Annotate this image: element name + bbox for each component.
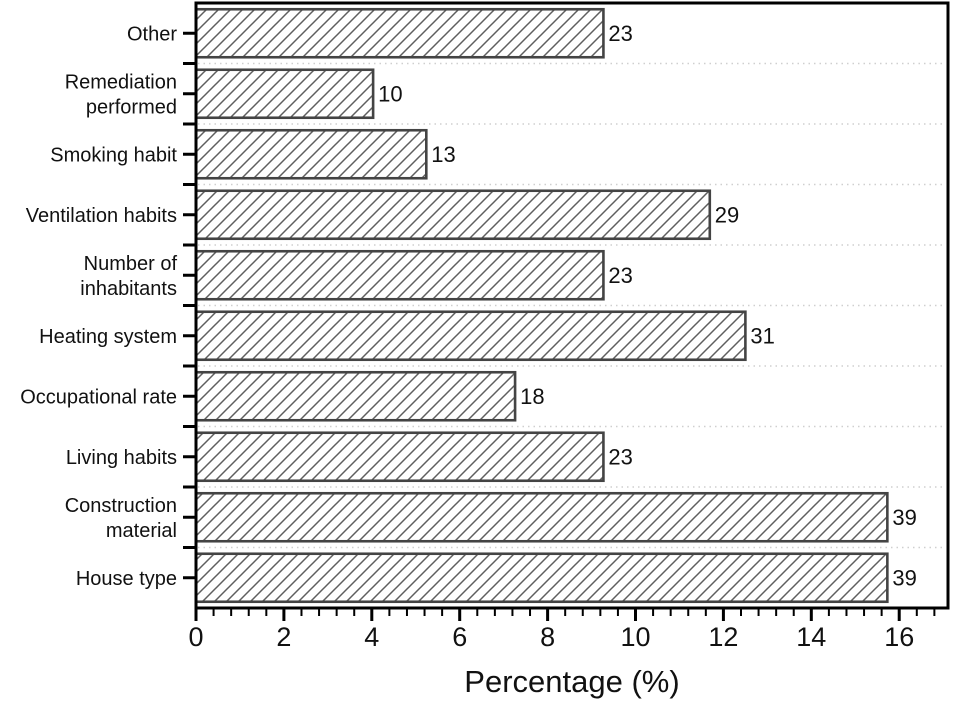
gridlines — [198, 62, 946, 549]
bar — [194, 491, 889, 543]
bars — [194, 7, 889, 604]
x-tick-label: 12 — [708, 622, 738, 652]
category-label: Other — [127, 23, 177, 45]
bar — [194, 128, 428, 180]
bar — [194, 7, 605, 59]
bar-value-label: 29 — [715, 202, 739, 227]
category-label: Living habits — [66, 447, 177, 469]
bar-value-label: 18 — [520, 384, 544, 409]
bar — [194, 68, 375, 120]
category-label: Heating system — [39, 326, 177, 348]
x-tick-label: 16 — [884, 622, 914, 652]
bar — [194, 552, 889, 604]
bar-value-label: 10 — [378, 81, 402, 106]
category-label: House type — [76, 568, 177, 590]
bar-value-label: 39 — [892, 565, 916, 590]
bar-value-label: 31 — [750, 323, 774, 348]
x-tick-label: 14 — [796, 622, 826, 652]
axis-labels: 23 Other 10 Remediation performed 13 Smoking h… — [20, 21, 917, 652]
x-tick-label: 2 — [276, 622, 291, 652]
bar-value-label: 23 — [608, 21, 632, 46]
category-label: Ventilation habits — [26, 205, 177, 227]
x-axis-title: Percentage (%) — [464, 664, 679, 699]
category-label: Smoking habit — [50, 144, 177, 166]
x-tick-label: 10 — [620, 622, 650, 652]
bar-value-label: 39 — [892, 505, 916, 530]
x-tick-label: 8 — [540, 622, 555, 652]
plot-border — [194, 1, 950, 610]
bar-value-label: 23 — [608, 444, 632, 469]
category-label: Number of inhabitants — [80, 253, 177, 300]
category-label: Remediation performed — [65, 71, 177, 118]
bar — [194, 431, 605, 483]
x-tick-label: 0 — [188, 622, 203, 652]
x-tick-label: 4 — [364, 622, 379, 652]
bar — [194, 310, 747, 362]
category-label: Occupational rate — [20, 386, 177, 408]
bar — [194, 370, 517, 422]
bar — [194, 189, 712, 241]
bar-value-label: 23 — [608, 263, 632, 288]
bar-value-label: 13 — [431, 142, 455, 167]
category-label: Construction material — [65, 495, 177, 542]
x-tick-label: 6 — [452, 622, 467, 652]
bar — [194, 249, 605, 301]
